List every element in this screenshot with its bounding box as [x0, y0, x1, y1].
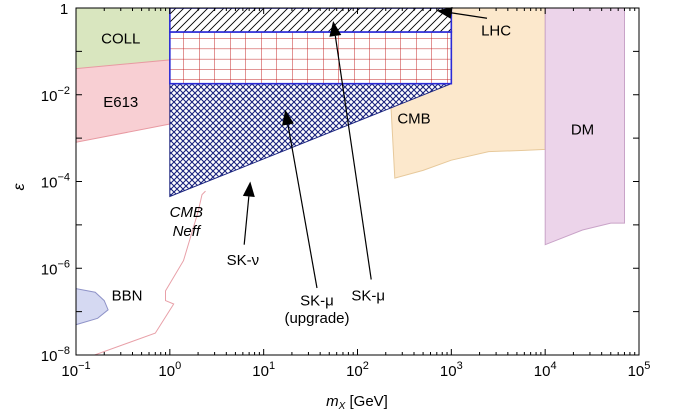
region-label-upgrade-9: (upgrade) [284, 310, 349, 327]
region-sk-mu [169, 8, 453, 33]
arrow-sk-mu [329, 21, 372, 280]
x-tick-label: 102 [346, 360, 369, 380]
y-tick-label: 10−8 [41, 345, 70, 365]
region-label-cmb-2: CMB [397, 110, 430, 127]
region-label-dm-3: DM [571, 122, 594, 139]
cmb-neff-curve [93, 190, 206, 355]
cmb-neff-label-0: CMB [170, 204, 203, 221]
x-axis-label: mX [GeV] [326, 393, 388, 412]
y-tick-label: 10−6 [41, 258, 70, 278]
region-label-sk-7: SK-μ [351, 288, 385, 305]
region-label-coll-0: COLL [101, 31, 140, 48]
x-tick-label: 104 [534, 360, 557, 380]
arrow-lhc [436, 6, 488, 19]
x-tick-label: 103 [440, 360, 463, 380]
region-sk-mu-upgrade [169, 31, 453, 85]
region-label-e613-1: E613 [103, 94, 138, 111]
region-label-sk-8: SK-μ [300, 292, 334, 309]
x-tick-label: 10−1 [61, 360, 90, 380]
cmb-neff-label-1: Neff [173, 223, 202, 240]
region-dm [544, 8, 625, 246]
x-tick-label: 105 [628, 360, 651, 380]
y-tick-label: 10−4 [41, 172, 70, 192]
region-label-sk-6: SK-ν [227, 252, 260, 269]
y-axis-label: ε [11, 183, 28, 191]
y-tick-label: 1 [60, 1, 68, 18]
x-tick-label: 101 [252, 360, 275, 380]
x-tick-label: 100 [158, 360, 181, 380]
arrow-sk-mu-upgrade [282, 109, 318, 289]
y-tick-label: 10−2 [41, 85, 70, 105]
region-bbn [76, 288, 109, 326]
region-label-lhc-4: LHC [481, 23, 511, 40]
arrow-sk-nu [242, 181, 255, 245]
region-label-bbn-5: BBN [112, 288, 143, 305]
